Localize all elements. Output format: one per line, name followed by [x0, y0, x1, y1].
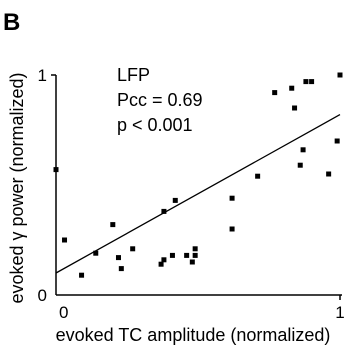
data-point: [184, 252, 190, 258]
data-point: [272, 90, 278, 96]
data-point: [110, 222, 116, 228]
data-point: [62, 237, 68, 243]
data-point: [172, 197, 178, 203]
data-point: [309, 79, 315, 85]
data-point: [292, 105, 298, 111]
data-point: [192, 252, 198, 258]
regression-line: [55, 114, 341, 274]
annotation-lfp: LFP: [117, 65, 150, 85]
data-point: [326, 171, 332, 177]
y-axis-label: evoked γ power (normalized): [7, 72, 27, 303]
y-tick-label-top: 1: [38, 66, 47, 85]
data-point: [192, 246, 198, 252]
data-point: [53, 167, 59, 173]
data-point: [130, 246, 136, 252]
data-point: [255, 173, 261, 179]
annotation-pcc: Pcc = 0.69: [117, 90, 203, 110]
x-tick-label-left: 0: [59, 303, 68, 322]
data-point: [93, 250, 99, 256]
data-point: [303, 79, 309, 85]
data-point: [189, 259, 195, 265]
data-point: [158, 261, 164, 267]
x-axis-label: evoked TC amplitude (normalized): [56, 325, 331, 345]
data-point: [300, 147, 306, 153]
data-point: [161, 208, 167, 214]
data-point: [229, 226, 235, 232]
data-point: [297, 162, 303, 168]
data-point: [115, 255, 121, 261]
data-point: [79, 272, 85, 278]
data-point: [334, 138, 340, 144]
data-point: [337, 72, 343, 78]
data-point: [289, 85, 295, 91]
data-point: [118, 266, 124, 272]
y-tick-label-bottom: 0: [38, 286, 47, 305]
panel-label: B: [3, 9, 20, 36]
annotation-p-value: p < 0.001: [117, 115, 193, 135]
data-point: [161, 257, 167, 263]
x-tick-label-right: 1: [335, 303, 344, 322]
data-point: [229, 195, 235, 201]
data-point: [169, 252, 175, 258]
